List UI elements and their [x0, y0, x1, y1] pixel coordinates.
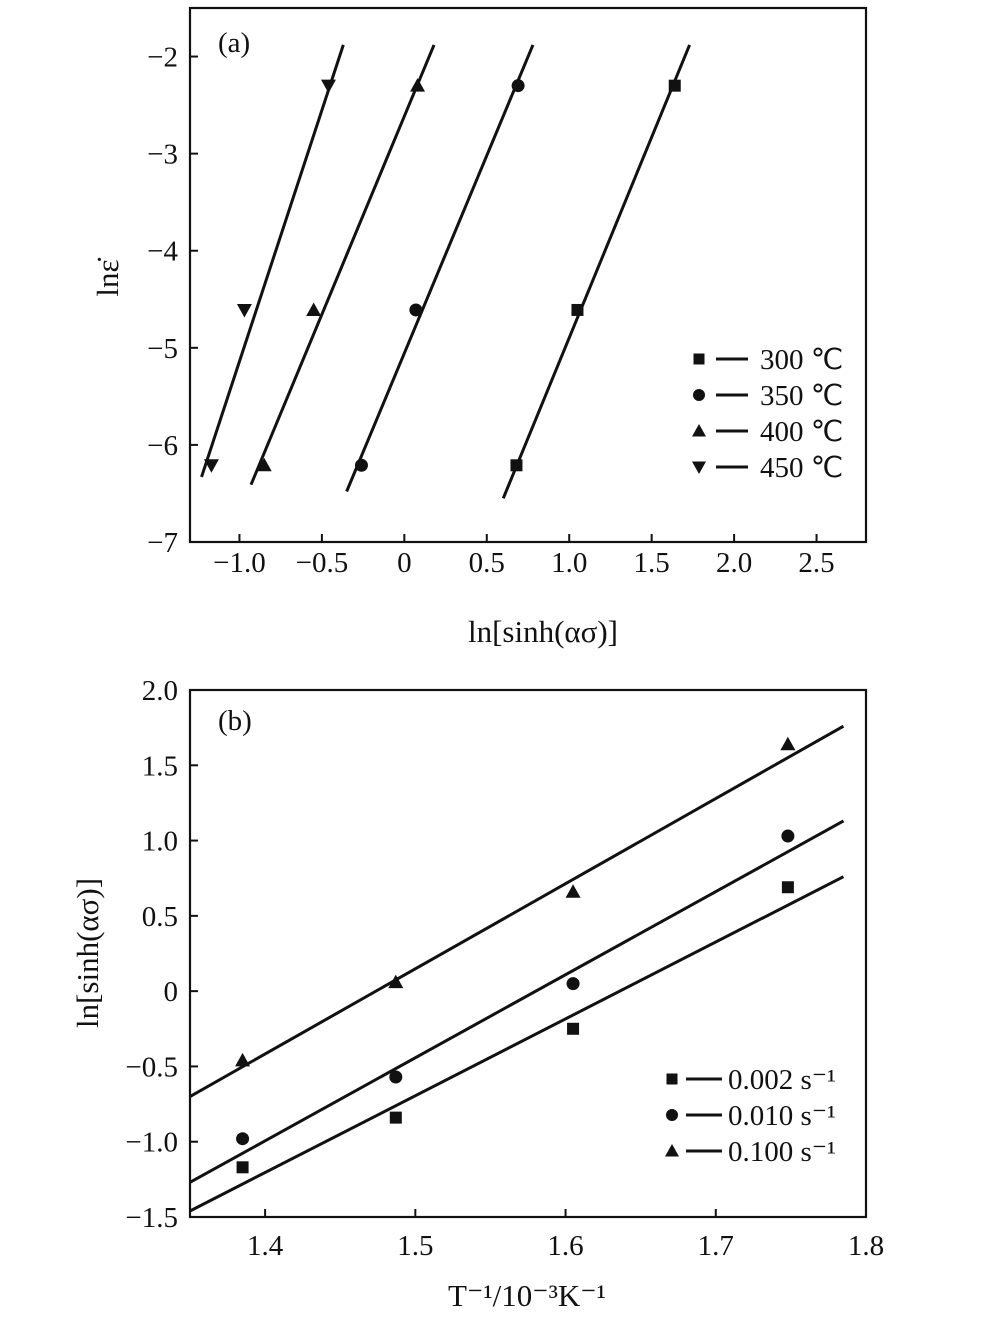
legend-label: 350 ℃ — [760, 380, 843, 412]
series-0 — [189, 875, 845, 1213]
data-point — [354, 458, 368, 472]
data-point — [410, 78, 426, 92]
data-point — [781, 881, 794, 894]
legend-label: 450 ℃ — [760, 452, 843, 484]
chart-panel-b: 1.4 1.5 1.6 1.7 1.8 −1.5 −1.0 −0.5 0 0.5 1.0 1.5 2.0… — [70, 675, 884, 1313]
x-tick-label: 1.7 — [698, 1230, 734, 1262]
plot-frame — [188, 688, 868, 1219]
y-tick-label: −4 — [147, 236, 178, 268]
data-point — [389, 1111, 402, 1124]
y-tick-label: −1.0 — [125, 1127, 178, 1159]
x-tick-label: 2.5 — [798, 547, 834, 579]
data-point — [571, 303, 584, 316]
legend-label: 0.010 s⁻¹ — [728, 1100, 836, 1132]
data-point — [567, 1022, 580, 1035]
data-point — [236, 1132, 250, 1146]
data-point — [510, 459, 523, 472]
y-tick-label: −6 — [147, 430, 178, 462]
x-tick-label: 1.5 — [634, 547, 670, 579]
data-point — [235, 1052, 251, 1067]
x-tick-label: 1.4 — [247, 1230, 284, 1262]
legend-entry: 400 ℃ — [692, 416, 843, 448]
data-point — [511, 79, 525, 93]
x-tick-label: 2.0 — [716, 547, 752, 579]
fit-line — [189, 875, 845, 1213]
data-point — [236, 1161, 249, 1174]
data-point — [388, 974, 404, 989]
panel-label: (b) — [218, 705, 252, 737]
legend-marker — [692, 424, 706, 437]
legend-entry: 350 ℃ — [693, 380, 843, 412]
legend-entry: 0.100 s⁻¹ — [665, 1136, 836, 1168]
data-point — [409, 303, 423, 317]
series-1 — [345, 44, 535, 493]
data-point — [566, 977, 580, 991]
y-tick-label: −3 — [147, 139, 178, 171]
x-axis-title: T⁻¹/10⁻³K⁻¹ — [448, 1278, 606, 1313]
legend-label: 400 ℃ — [760, 416, 843, 448]
fit-line — [200, 44, 345, 478]
y-tick-label: −7 — [147, 527, 178, 559]
chart-panel-a: −1.0 −0.5 0 0.5 1.0 1.5 2.0 2.5 −7 −6 −5 −4 −3 −2 ln[s… — [90, 6, 868, 649]
fit-line — [189, 724, 845, 1098]
legend-marker — [666, 1109, 678, 1121]
y-axis-title: lnε̇ — [90, 257, 125, 296]
fit-line — [501, 44, 691, 499]
fit-line — [249, 44, 436, 486]
fit-line — [189, 819, 845, 1184]
plot-frame — [188, 6, 868, 544]
legend-entry: 0.010 s⁻¹ — [666, 1100, 836, 1132]
legend-label: 0.100 s⁻¹ — [728, 1136, 836, 1168]
x-tick-label: 1.5 — [397, 1230, 433, 1262]
legend-label: 0.002 s⁻¹ — [728, 1064, 836, 1096]
legend-entry: 450 ℃ — [692, 452, 843, 484]
legend-marker — [665, 1144, 679, 1157]
fit-line — [345, 44, 535, 493]
y-tick-label: −2 — [147, 42, 178, 74]
x-tick-label: 1.0 — [551, 547, 587, 579]
x-tick-label: −1.0 — [213, 547, 266, 579]
y-tick-label: 0.5 — [142, 901, 178, 933]
series-0 — [501, 44, 691, 499]
series-2 — [189, 724, 845, 1098]
x-tick-label: 1.8 — [848, 1230, 884, 1262]
x-axis-title: ln[sinh(ασ)] — [468, 614, 618, 649]
y-tick-label: 1.5 — [142, 750, 178, 782]
series-1 — [189, 819, 845, 1184]
legend-entry: 0.002 s⁻¹ — [666, 1064, 836, 1096]
data-point — [668, 79, 681, 92]
y-tick-label: 0 — [164, 976, 179, 1008]
x-tick-label: 0 — [397, 547, 412, 579]
data-point — [781, 829, 795, 843]
data-point — [236, 303, 252, 318]
series-3 — [200, 44, 345, 478]
y-tick-label: 1.0 — [142, 826, 178, 858]
data-point — [565, 884, 581, 898]
legend-marker — [693, 389, 705, 401]
data-point — [320, 79, 336, 94]
y-axis-title: ln[sinh(ασ)] — [70, 878, 105, 1028]
x-tick-label: −0.5 — [296, 547, 349, 579]
legend-label: 300 ℃ — [760, 344, 843, 376]
y-tick-label: −5 — [147, 333, 178, 365]
legend-marker — [666, 1073, 678, 1085]
data-point — [203, 459, 219, 473]
data-point — [389, 1070, 403, 1084]
series-2 — [249, 44, 436, 486]
x-tick-label: 1.6 — [547, 1230, 583, 1262]
data-point — [256, 457, 272, 472]
legend-marker — [693, 353, 705, 365]
y-tick-label: 2.0 — [142, 675, 178, 707]
legend-entry: 300 ℃ — [693, 344, 843, 376]
data-point — [306, 302, 322, 316]
panel-label: (a) — [218, 27, 250, 59]
y-tick-label: −1.5 — [125, 1202, 178, 1234]
x-tick-label: 0.5 — [469, 547, 505, 579]
y-tick-label: −0.5 — [125, 1051, 178, 1083]
data-point — [780, 736, 796, 751]
legend-marker — [692, 461, 706, 474]
